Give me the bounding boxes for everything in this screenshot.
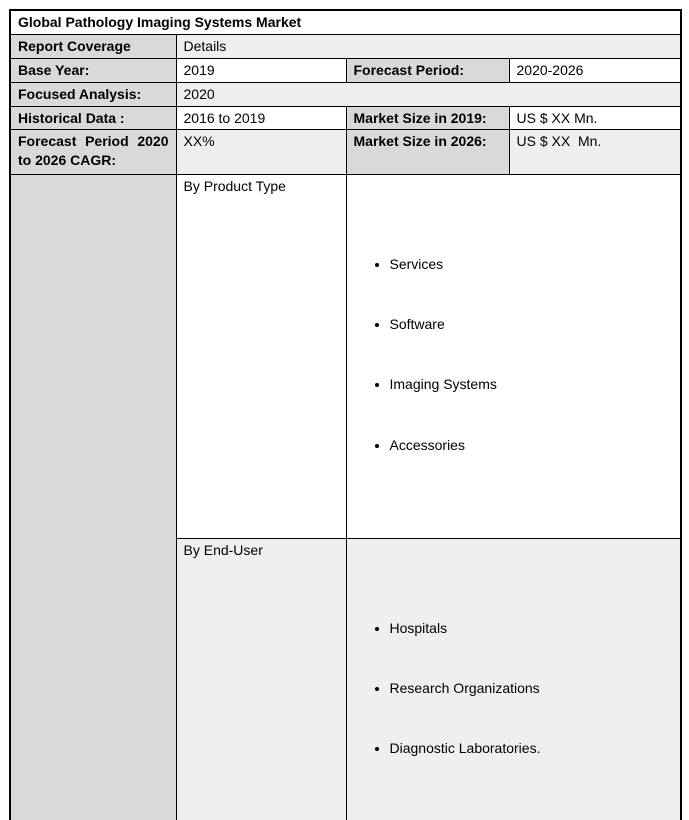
segments-spacer-cell	[9, 174, 177, 820]
forecast-period-label: Forecast Period:	[345, 57, 510, 83]
segment-end-user-items: Hospitals Research Organizations Diagnos…	[345, 538, 682, 820]
bullet-item: Hospitals	[390, 620, 674, 636]
forecast-period-value: 2020-2026	[508, 57, 682, 83]
bullet-item: Diagnostic Laboratories.	[390, 740, 674, 756]
segment-product-type-label: By Product Type	[175, 174, 347, 540]
focused-analysis-label: Focused Analysis:	[9, 81, 177, 107]
bullet-item: Software	[390, 316, 674, 332]
report-coverage-label: Report Coverage	[9, 33, 177, 59]
focused-analysis-value: 2020	[175, 81, 682, 107]
table-title: Global Pathology Imaging Systems Market	[9, 9, 682, 35]
market-report-table: Global Pathology Imaging Systems Market …	[9, 9, 682, 820]
report-page: Global Pathology Imaging Systems Market …	[0, 0, 689, 410]
base-year-value: 2019	[175, 57, 347, 83]
product-type-bullet-list: Services Software Imaging Systems Access…	[354, 219, 674, 492]
cagr-label: Forecast Period 2020 to 2026 CAGR:	[9, 129, 177, 176]
market-size-2026-label: Market Size in 2026:	[345, 129, 510, 176]
bullet-item: Accessories	[390, 437, 674, 453]
bullet-item: Imaging Systems	[390, 376, 674, 392]
report-coverage-value: Details	[175, 33, 682, 59]
market-size-2026-value: US $ XX Mn.	[508, 129, 682, 176]
market-size-2019-value: US $ XX Mn.	[508, 105, 682, 131]
historical-data-label: Historical Data :	[9, 105, 177, 131]
base-year-label: Base Year:	[9, 57, 177, 83]
segment-product-type-items: Services Software Imaging Systems Access…	[345, 174, 682, 540]
bullet-item: Research Organizations	[390, 680, 674, 696]
end-user-bullet-list: Hospitals Research Organizations Diagnos…	[354, 583, 674, 796]
bullet-item: Services	[390, 256, 674, 272]
historical-data-value: 2016 to 2019	[175, 105, 347, 131]
cagr-value: XX%	[175, 129, 347, 176]
segment-end-user-label: By End-User	[175, 538, 347, 820]
market-size-2019-label: Market Size in 2019:	[345, 105, 510, 131]
